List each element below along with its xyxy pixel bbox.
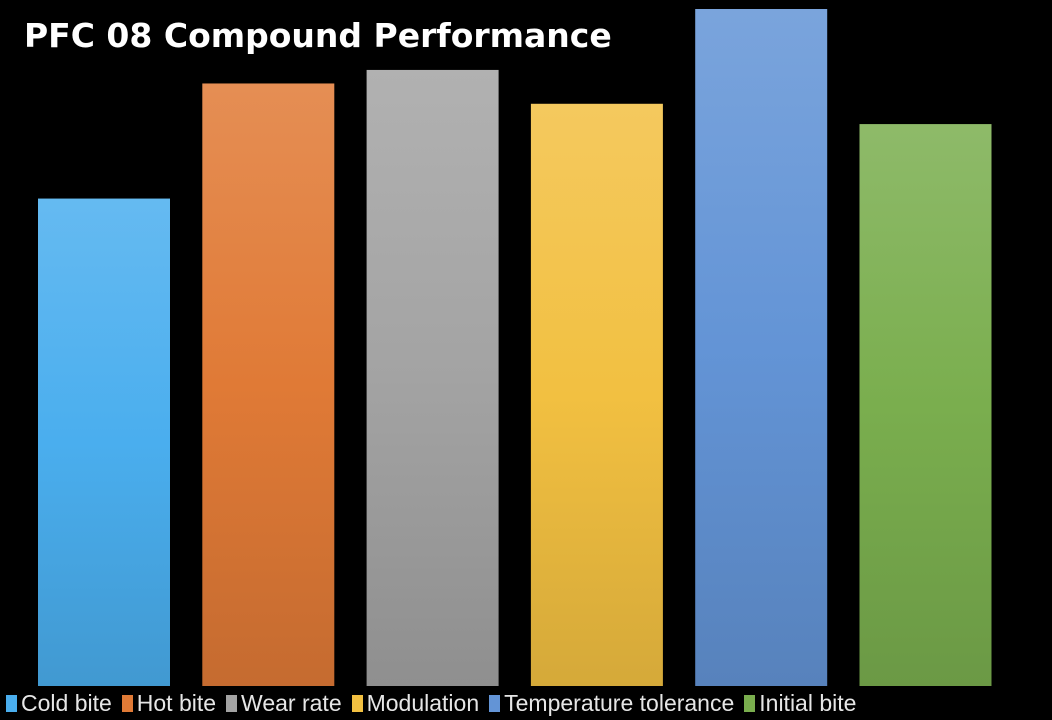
bar-hot-bite — [202, 83, 335, 687]
bar-temperature-tolerance — [695, 9, 828, 686]
legend-swatch — [6, 695, 17, 712]
legend-label: Modulation — [366, 690, 480, 716]
bar-initial-bite — [859, 124, 992, 687]
chart-title: PFC 08 Compound Performance — [24, 16, 612, 55]
bar-modulation — [530, 103, 663, 686]
legend-label: Wear rate — [241, 690, 342, 716]
legend-item: Initial bite — [744, 690, 856, 717]
legend: Cold bite Hot bite Wear rate Modulation Temp… — [6, 690, 856, 717]
legend-swatch — [121, 695, 133, 712]
legend-item: Modulation — [351, 690, 480, 717]
legend-swatch — [226, 695, 238, 712]
legend-label: Temperature tolerance — [504, 690, 735, 716]
legend-label: Cold bite — [21, 690, 112, 716]
bar-wear-rate — [366, 69, 499, 687]
legend-label: Initial bite — [759, 690, 857, 716]
legend-label: Hot bite — [136, 690, 217, 716]
legend-item: Temperature tolerance — [489, 690, 734, 717]
bar-cold-bite — [38, 198, 170, 686]
legend-item: Cold bite — [6, 690, 112, 717]
legend-swatch — [489, 695, 501, 712]
legend-item: Wear rate — [226, 690, 342, 717]
legend-swatch — [351, 695, 363, 712]
legend-item: Hot bite — [121, 690, 217, 717]
legend-swatch — [744, 695, 756, 712]
